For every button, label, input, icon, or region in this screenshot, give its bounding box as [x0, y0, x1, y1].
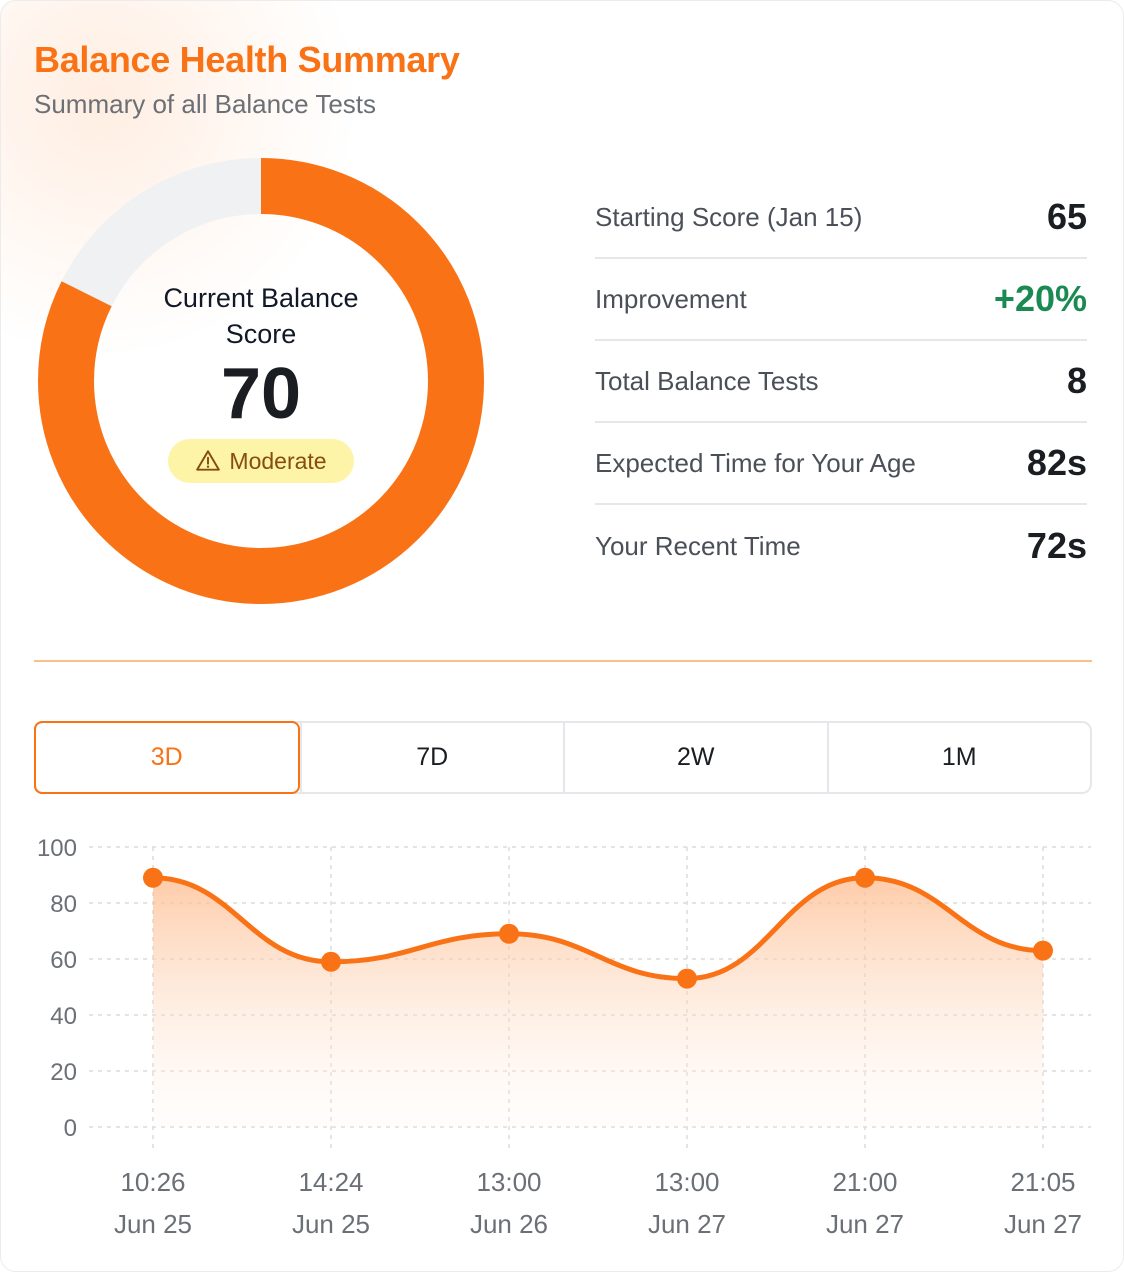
- x-tick-time: 13:00: [476, 1167, 541, 1197]
- x-tick-date: Jun 25: [114, 1209, 192, 1239]
- warning-icon: [196, 450, 221, 471]
- tab-3d[interactable]: 3D: [34, 721, 300, 794]
- status-badge-label: Moderate: [229, 447, 327, 474]
- data-point[interactable]: [677, 968, 697, 989]
- stat-value: +20%: [993, 278, 1087, 319]
- stat-label: Improvement: [595, 283, 747, 314]
- data-point[interactable]: [1033, 940, 1053, 961]
- page-title: Balance Health Summary: [34, 39, 460, 80]
- score-trend-chart: 0 20 40 60 80 100 10:26 Jun 25 14:24 Jun 25 13:00…: [37, 835, 1091, 1239]
- page-subtitle: Summary of all Balance Tests: [34, 89, 376, 119]
- stat-label: Your Recent Time: [595, 530, 801, 561]
- tab-7d[interactable]: 7D: [299, 723, 564, 792]
- gauge-fill: [38, 158, 484, 604]
- y-tick-label: 0: [64, 1115, 77, 1142]
- gauge-center: Current Balance Score 70 Moderate: [38, 158, 484, 604]
- data-point[interactable]: [143, 867, 163, 888]
- stat-value: 8: [1066, 360, 1087, 401]
- chart-area: [153, 877, 1043, 1127]
- x-tick-date: Jun 27: [648, 1209, 726, 1239]
- stat-improvement: Improvement +20%: [595, 259, 1087, 341]
- chart-line: [150, 875, 1046, 982]
- stat-label: Starting Score (Jan 15): [595, 201, 863, 232]
- data-point[interactable]: [499, 923, 519, 944]
- x-tick-time: 10:26: [120, 1167, 185, 1197]
- gauge-label: Current Balance Score: [163, 283, 359, 349]
- stat-value: 65: [1046, 196, 1087, 237]
- stat-label: Total Balance Tests: [595, 365, 819, 396]
- stat-expected-time: Expected Time for Your Age 82s: [595, 423, 1087, 505]
- stat-total-tests: Total Balance Tests 8: [595, 341, 1087, 423]
- x-tick-date: Jun 26: [470, 1209, 548, 1239]
- x-tick-time: 21:00: [832, 1167, 897, 1197]
- stat-value: 82s: [1026, 442, 1087, 483]
- data-point[interactable]: [855, 867, 875, 888]
- x-tick-time: 14:24: [298, 1167, 363, 1197]
- gauge-score: 70: [220, 354, 302, 434]
- stat-starting-score: Starting Score (Jan 15) 65: [595, 177, 1087, 259]
- stat-label: Expected Time for Your Age: [595, 447, 916, 478]
- y-tick-label: 80: [50, 891, 77, 918]
- section-divider: [34, 660, 1092, 662]
- x-tick-date: Jun 27: [826, 1209, 904, 1239]
- x-tick-time: 13:00: [654, 1167, 719, 1197]
- y-tick-label: 100: [37, 835, 77, 862]
- y-tick-label: 20: [50, 1059, 77, 1086]
- data-point[interactable]: [321, 951, 341, 972]
- y-tick-label: 60: [50, 947, 77, 974]
- x-tick-date: Jun 25: [292, 1209, 370, 1239]
- x-tick-date: Jun 27: [1004, 1209, 1082, 1239]
- score-gauge: [38, 158, 484, 604]
- y-tick-label: 40: [50, 1003, 77, 1030]
- tab-1m[interactable]: 1M: [826, 723, 1091, 792]
- stats-list: Starting Score (Jan 15) 65 Improvement +…: [595, 177, 1087, 587]
- status-badge: Moderate: [168, 439, 354, 483]
- tab-2w[interactable]: 2W: [563, 723, 827, 792]
- x-tick-time: 21:05: [1010, 1167, 1075, 1197]
- stat-value: 72s: [1026, 525, 1087, 566]
- range-tabs: 3D 7D 2W 1M: [34, 721, 1092, 794]
- stat-recent-time: Your Recent Time 72s: [595, 505, 1087, 587]
